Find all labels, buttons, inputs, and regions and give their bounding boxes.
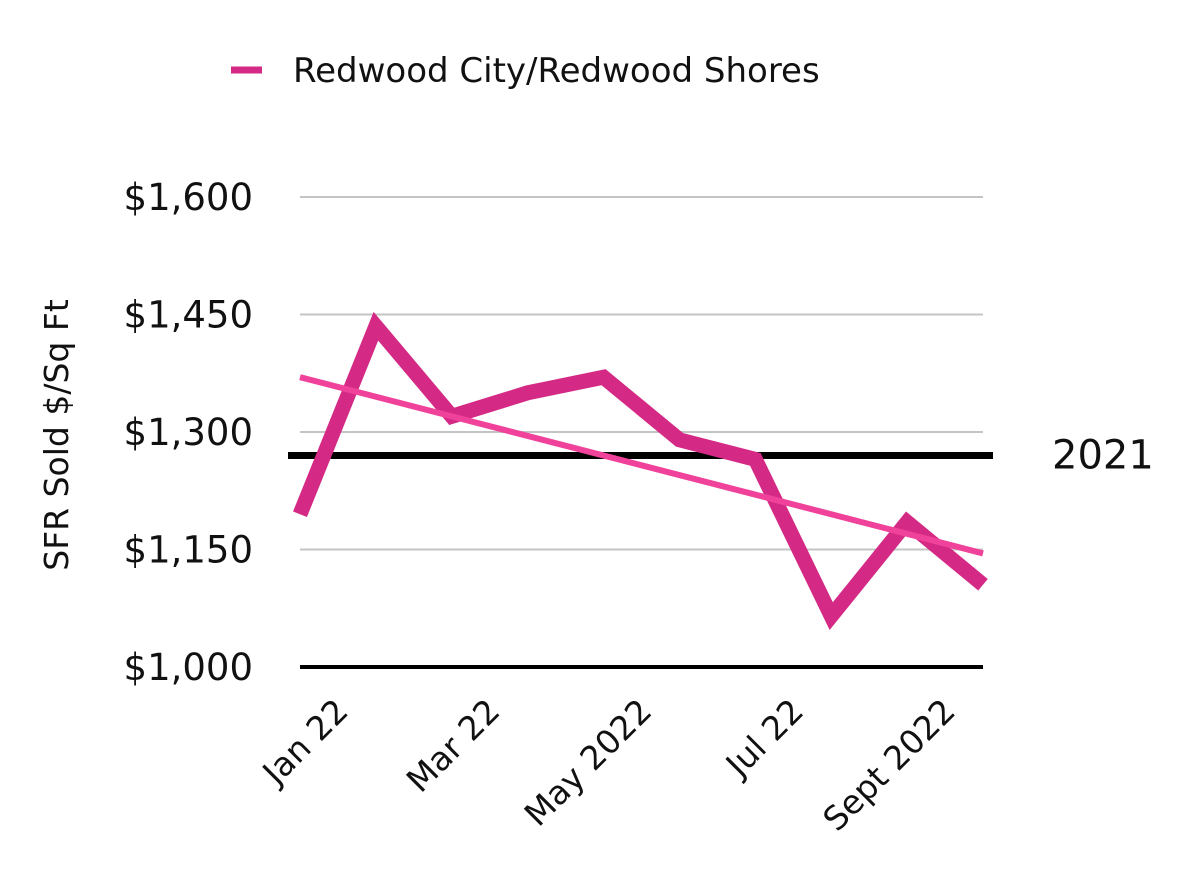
legend-label: Redwood City/Redwood Shores	[293, 51, 820, 91]
x-tick-label: May 2022	[517, 691, 660, 834]
x-tick-label: Jan 22	[254, 691, 356, 793]
y-tick-label: $1,300	[124, 411, 253, 454]
x-tick-label: Mar 22	[399, 691, 508, 800]
y-tick-labels: $1,000 $1,150 $1,300 $1,450 $1,600	[124, 176, 253, 689]
gridlines	[300, 196, 983, 669]
x-tick-labels: Jan 22 Mar 22 May 2022 Jul 22 Sept 2022	[254, 691, 963, 839]
trend-line	[299, 374, 984, 557]
x-tick-label: Jul 22	[717, 691, 811, 785]
legend: Redwood City/Redwood Shores	[231, 51, 820, 91]
y-tick-label: $1,000	[124, 646, 253, 689]
y-tick-label: $1,450	[124, 294, 253, 337]
reference-line-group: 2021	[288, 433, 1154, 479]
x-tick-label: Sept 2022	[815, 691, 963, 839]
y-tick-label: $1,150	[124, 529, 253, 572]
y-tick-label: $1,600	[124, 176, 253, 219]
series-group	[293, 311, 988, 630]
reference-line-label: 2021	[1052, 433, 1154, 479]
series-line	[293, 311, 988, 630]
y-axis-title: SFR Sold $/Sq Ft	[37, 299, 76, 571]
